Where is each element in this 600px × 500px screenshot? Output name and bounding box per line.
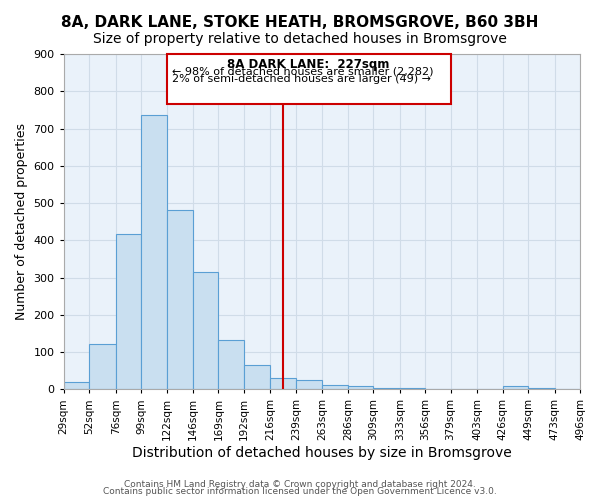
Y-axis label: Number of detached properties: Number of detached properties [15,123,28,320]
Text: Contains public sector information licensed under the Open Government Licence v3: Contains public sector information licen… [103,488,497,496]
Bar [296,380,322,390]
Bar [322,385,348,390]
Bar [89,344,116,390]
Text: 2% of semi-detached houses are larger (49) →: 2% of semi-detached houses are larger (4… [172,74,431,85]
Bar [271,378,296,390]
Bar [167,210,193,390]
Text: 8A DARK LANE:  227sqm: 8A DARK LANE: 227sqm [227,58,390,70]
X-axis label: Distribution of detached houses by size in Bromsgrove: Distribution of detached houses by size … [132,446,512,460]
Bar [244,365,271,390]
Text: Size of property relative to detached houses in Bromsgrove: Size of property relative to detached ho… [93,32,507,46]
Text: Contains HM Land Registry data © Crown copyright and database right 2024.: Contains HM Land Registry data © Crown c… [124,480,476,489]
Bar [373,388,400,390]
Text: 8A, DARK LANE, STOKE HEATH, BROMSGROVE, B60 3BH: 8A, DARK LANE, STOKE HEATH, BROMSGROVE, … [61,15,539,30]
Bar [116,234,141,390]
Bar [400,388,425,390]
Bar [218,340,244,390]
Bar [64,382,89,390]
Bar [528,388,554,390]
Text: ← 98% of detached houses are smaller (2,282): ← 98% of detached houses are smaller (2,… [172,66,434,76]
FancyBboxPatch shape [167,54,451,104]
Bar [193,272,218,390]
Bar [141,116,167,390]
Bar [348,386,373,390]
Bar [503,386,528,390]
